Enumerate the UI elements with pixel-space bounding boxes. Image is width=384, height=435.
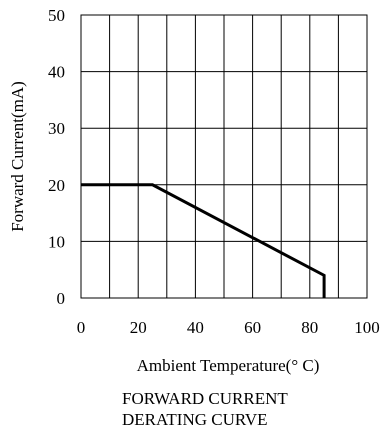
chart-title-line-2: DERATING CURVE xyxy=(122,410,268,429)
y-tick-label: 20 xyxy=(48,176,65,195)
plot-frame xyxy=(80,14,368,299)
x-tick-label: 60 xyxy=(244,318,261,337)
x-tick-label: 0 xyxy=(77,318,86,337)
y-tick-label: 40 xyxy=(48,63,65,82)
y-tick-label: 30 xyxy=(48,119,65,138)
y-axis-label: Forward Current(mA) xyxy=(8,81,27,232)
y-tick-label: 10 xyxy=(48,232,65,251)
x-tick-label: 80 xyxy=(301,318,318,337)
x-tick-label: 100 xyxy=(354,318,380,337)
x-tick-labels: 0 20 40 60 80 100 xyxy=(77,318,380,337)
series-line-0 xyxy=(81,183,326,298)
x-tick-label: 20 xyxy=(130,318,147,337)
y-tick-labels: 0 10 20 30 40 50 xyxy=(48,6,65,308)
chart-title-line-1: FORWARD CURRENT xyxy=(122,389,288,408)
x-axis-label: Ambient Temperature(° C) xyxy=(137,356,320,375)
y-tick-label: 50 xyxy=(48,6,65,25)
x-tick-label: 40 xyxy=(187,318,204,337)
series-layer xyxy=(81,183,326,298)
grid xyxy=(81,15,367,298)
y-tick-label: 0 xyxy=(57,289,66,308)
